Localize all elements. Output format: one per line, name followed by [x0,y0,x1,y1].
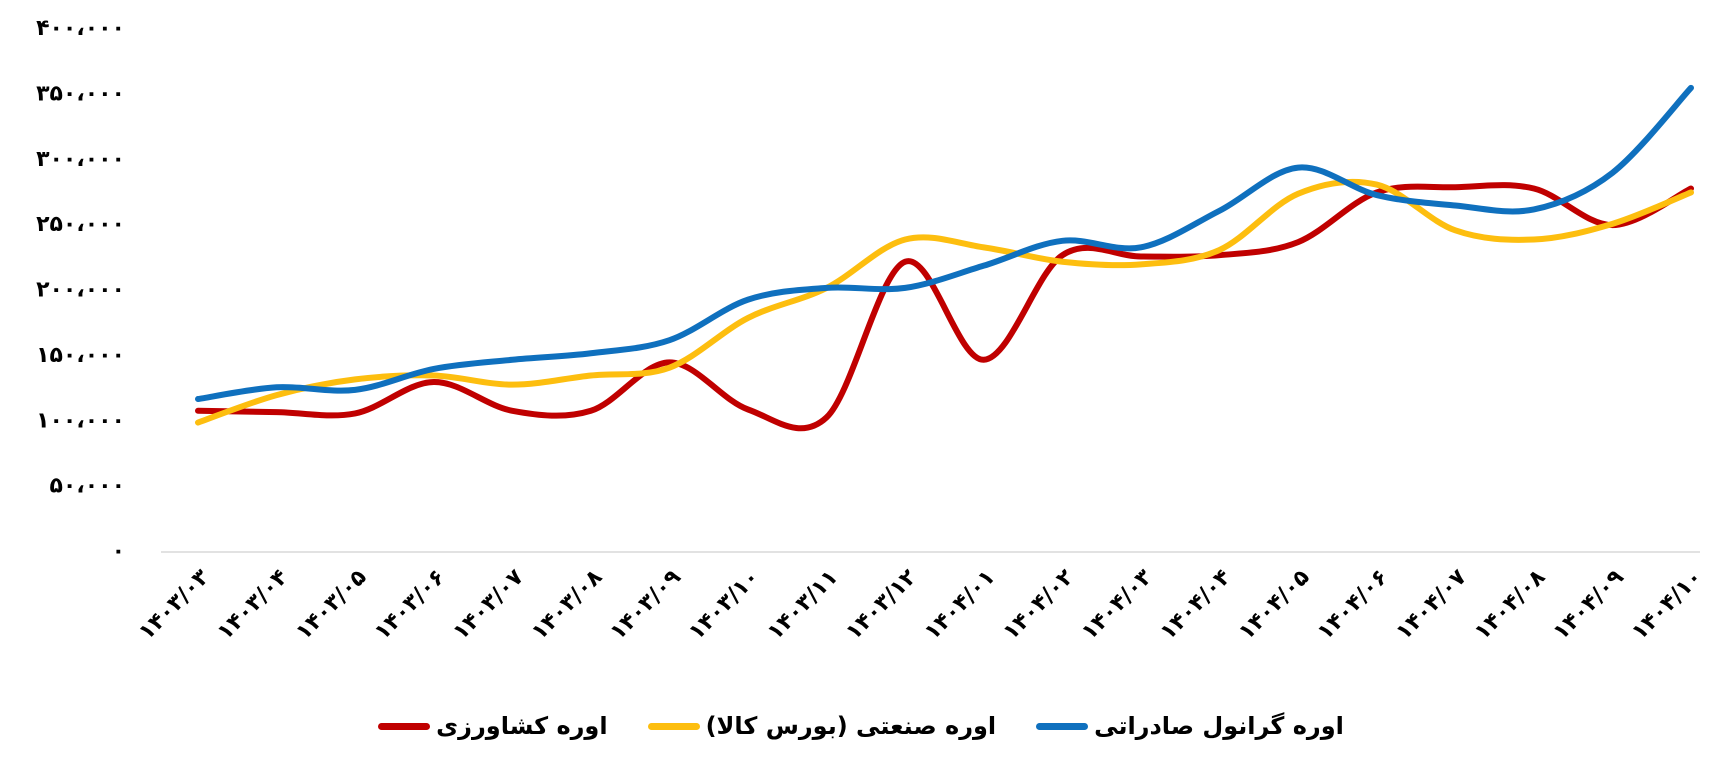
x-tick-label: ۱۴۰۳/۱۱ [763,565,843,645]
line [195,84,1694,403]
x-tick-label: ۱۴۰۴/۰۵ [1234,565,1314,645]
y-tick-label: ۲۵۰،۰۰۰ [36,212,125,237]
legend-item: اوره صنعتی (بورس کالا) [647,712,997,740]
y-tick-label: ۵۰،۰۰۰ [50,474,126,499]
x-tick-label: ۱۴۰۳/۰۶ [370,565,450,645]
y-tick-label: ۴۰۰،۰۰۰ [36,16,125,41]
x-tick-label: ۱۴۰۴/۱۰ [1627,565,1707,645]
legend-item: اوره گرانول صادراتی [1036,712,1344,740]
y-tick-label: ۳۰۰،۰۰۰ [36,147,125,172]
x-tick-label: ۱۴۰۴/۰۷ [1391,564,1472,645]
y-tick-label: ۰ [112,539,125,564]
line [195,178,1694,426]
x-tick-label: ۱۴۰۳/۰۹ [606,565,686,645]
x-tick-label: ۱۴۰۴/۰۲ [999,564,1080,645]
x-tick-label: ۱۴۰۴/۰۴ [1156,565,1236,645]
legend-swatch [378,722,431,730]
x-tick-label: ۱۴۰۳/۰۷ [448,564,529,645]
chart: ۰ ۵۰،۰۰۰ ۱۰۰،۰۰۰ ۱۵۰،۰۰۰ ۲۰۰،۰۰۰ ۲۵۰،۰۰۰ ۳۰۰،۰… [36,16,1707,645]
legend-swatch [647,722,700,730]
legend-swatch [1036,722,1089,730]
legend-label: اوره کشاورزی [436,712,608,740]
x-tick-label: ۱۴۰۴/۰۶ [1313,565,1393,645]
y-tick-label: ۲۰۰،۰۰۰ [36,278,125,303]
x-tick-label: ۱۴۰۳/۰۳ [134,564,215,645]
x-tick-label: ۱۴۰۴/۰۹ [1549,565,1629,645]
legend-label: اوره گرانول صادراتی [1094,712,1344,740]
legend-item: اوره کشاورزی [378,712,608,740]
legend-label: اوره صنعتی (بورس کالا) [705,712,997,740]
legend: اوره گرانول صادراتی اوره صنعتی (بورس کالا… [0,712,1722,740]
x-tick-label: ۱۴۰۳/۰۴ [213,565,293,645]
y-tick-label: ۳۵۰،۰۰۰ [36,81,125,106]
x-tick-label: ۱۴۰۴/۰۸ [1470,564,1551,645]
x-tick-label: ۱۴۰۳/۱۲ [841,564,922,645]
x-tick-label: ۱۴۰۳/۰۸ [527,564,608,645]
y-tick-label: ۱۵۰،۰۰۰ [36,343,125,368]
x-tick-label: ۱۴۰۳/۰۵ [291,565,371,645]
x-tick-label: ۱۴۰۴/۰۳ [1077,564,1158,645]
x-tick-label: ۱۴۰۴/۰۱ [920,565,1000,645]
line [195,182,1694,432]
x-tick-label: ۱۴۰۳/۱۰ [684,565,764,645]
y-tick-label: ۱۰۰،۰۰۰ [36,408,125,433]
